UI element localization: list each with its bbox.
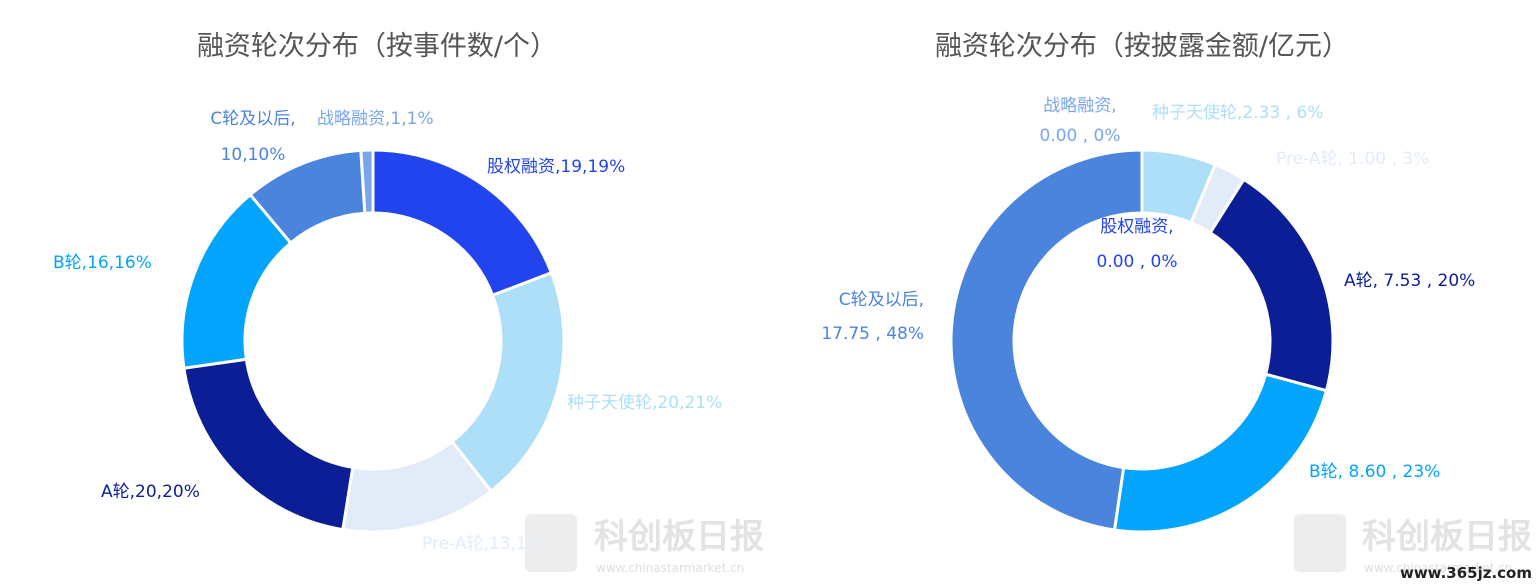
watermark-right: 科创板日报 www.chinastarmarket.cn (1294, 514, 1532, 575)
slice-label: B轮,16,16% (53, 253, 152, 273)
slice-label: 股权融资, 0.00 , 0% (1096, 217, 1177, 272)
slice-4 (1112, 372, 1329, 534)
slice-label: 战略融资, 0.00 , 0% (1039, 96, 1120, 146)
slice-label: B轮, 8.60 , 23% (1309, 462, 1440, 482)
watermark-name: 科创板日报 (1362, 517, 1532, 557)
slice-4 (182, 357, 355, 532)
site-mark: www.365jz.com (1400, 564, 1532, 582)
slice-label: C轮及以后, 10,10% (210, 109, 295, 165)
slice-label-line: 战略融资, (1043, 96, 1116, 116)
slice-label-line: B轮, 8.60 , 23% (1309, 462, 1440, 482)
chart-title: 融资轮次分布（按披露金额/亿元） (935, 31, 1349, 62)
slice-label: A轮, 7.53 , 20% (1344, 271, 1475, 291)
watermark-logo-icon (1294, 514, 1346, 572)
slice-label-line: Pre-A轮, 1.00 , 3% (1276, 149, 1429, 169)
donut-chart-events: 融资轮次分布（按事件数/个） 股权融资,19,19% 种子天使轮,20,21% Pr… (53, 31, 722, 554)
watermark-url: www.chinastarmarket.cn (1364, 561, 1512, 575)
donut-slices (949, 148, 1335, 534)
watermark-left: 科创板日报 www.chinastarmarket.cn (525, 514, 764, 575)
slice-label-line: C轮及以后, (210, 109, 295, 129)
slice-label-line: 0.00 , 0% (1039, 126, 1120, 146)
slice-labels: 种子天使轮,2.33 , 6% Pre-A轮, 1.00 , 3% A轮, 7.53… (821, 96, 1475, 482)
slice-label-line: 0.00 , 0% (1096, 252, 1177, 272)
slice-label-line: 种子天使轮,20,21% (567, 392, 722, 413)
slice-label-line: A轮,20,20% (101, 482, 200, 502)
slice-label-line: 种子天使轮,2.33 , 6% (1152, 102, 1323, 123)
slice-label-line: 战略融资,1,1% (317, 109, 434, 129)
watermark-logo-icon (525, 514, 577, 572)
donut-slices (180, 148, 566, 534)
slice-label-line: 股权融资, (1100, 217, 1173, 237)
slice-label-line: Pre-A轮,13,13% (422, 534, 554, 554)
slice-label: 种子天使轮,2.33 , 6% (1152, 102, 1323, 123)
slice-label: Pre-A轮,13,13% (422, 534, 554, 554)
slice-label-line: B轮,16,16% (53, 253, 152, 273)
slice-label: 股权融资,19,19% (487, 157, 625, 177)
slice-label-line: 股权融资,19,19% (487, 157, 625, 177)
watermark-name: 科创板日报 (594, 517, 764, 557)
slice-label: C轮及以后, 17.75 , 48% (821, 290, 924, 344)
slice-label: Pre-A轮, 1.00 , 3% (1276, 149, 1429, 169)
slice-label: 种子天使轮,20,21% (567, 392, 722, 413)
slice-label: A轮,20,20% (101, 482, 200, 502)
slice-2 (450, 270, 566, 494)
slice-label-line: C轮及以后, (839, 290, 924, 310)
slice-3 (1208, 177, 1335, 393)
slice-label: 战略融资,1,1% (317, 109, 434, 129)
slice-labels: 股权融资,19,19% 种子天使轮,20,21% Pre-A轮,13,13% A轮,2… (53, 109, 722, 554)
slice-5 (949, 148, 1144, 532)
slice-label-line: A轮, 7.53 , 20% (1344, 271, 1475, 291)
chart-title: 融资轮次分布（按事件数/个） (197, 31, 557, 62)
slice-label-line: 10,10% (221, 145, 286, 165)
slice-label-line: 17.75 , 48% (821, 324, 924, 344)
watermark-url: www.chinastarmarket.cn (596, 561, 744, 575)
slice-7 (359, 148, 375, 215)
donut-chart-amount: 融资轮次分布（按披露金额/亿元） 种子天使轮,2.33 , 6% Pre-A轮, … (821, 31, 1475, 534)
